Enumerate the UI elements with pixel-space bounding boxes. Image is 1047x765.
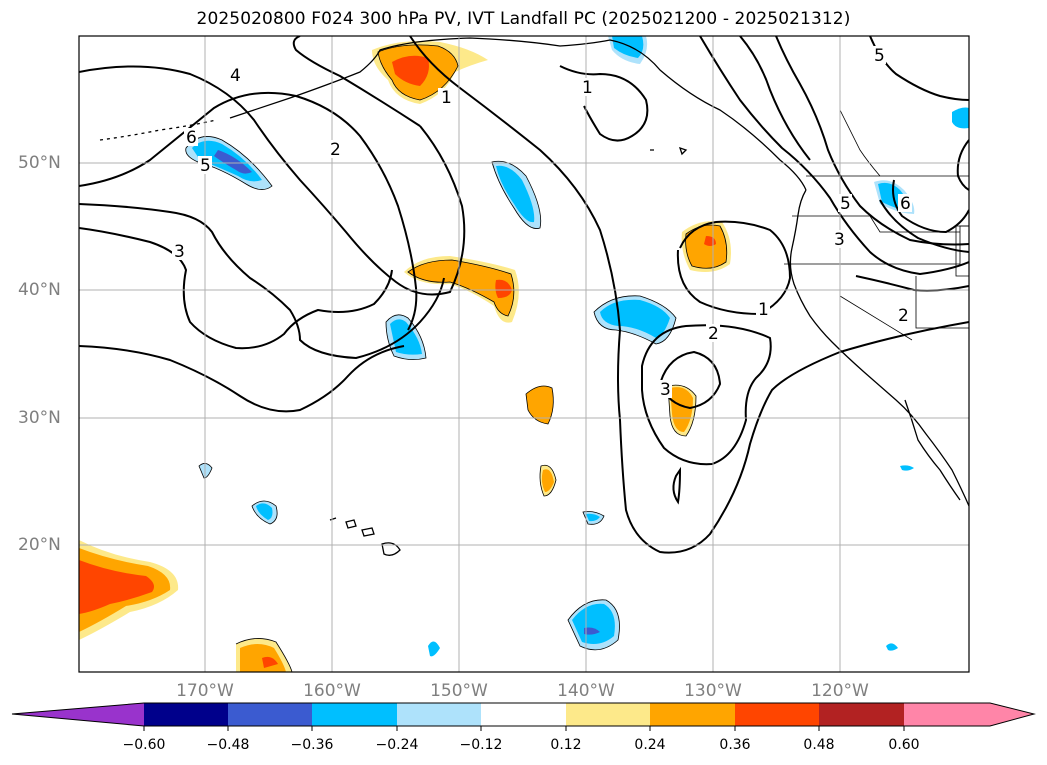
colorbar <box>11 702 1036 731</box>
contour-label: 2 <box>898 306 909 326</box>
colorbar-swatch <box>819 703 904 726</box>
colorbar-tick-label: −0.48 <box>206 737 250 753</box>
contour-label: 4 <box>230 66 241 86</box>
colorbar-tick-label: 0.60 <box>888 737 920 753</box>
colorbar-swatch <box>144 703 229 726</box>
lon-label: 170°W <box>176 681 234 701</box>
colorbar-extend-min <box>12 703 144 726</box>
colorbar-swatch <box>650 703 735 726</box>
contour-labels: 1 1 1 2 2 2 3 3 3 4 5 5 5 6 <box>172 46 912 400</box>
colorbar-tick-label: 0.24 <box>634 737 666 753</box>
colorbar-tick-label: −0.60 <box>122 737 166 753</box>
colorbar-swatch <box>228 703 313 726</box>
lon-label: 140°W <box>557 681 615 701</box>
colorbar-swatch <box>312 703 397 726</box>
contour-label: 6 <box>186 128 197 148</box>
lat-label: 30°N <box>18 408 61 428</box>
pv-contours <box>79 36 969 554</box>
contour-label: 5 <box>874 46 885 66</box>
contour-label: 3 <box>834 230 845 250</box>
contour-label: 1 <box>582 78 593 98</box>
colorbar-tick-label: −0.24 <box>375 737 419 753</box>
colorbar-tick-label: 0.12 <box>550 737 582 753</box>
contour-label: 3 <box>660 380 671 400</box>
colorbar-tick-label: 0.48 <box>803 737 835 753</box>
lon-label: 150°W <box>430 681 488 701</box>
lat-label: 20°N <box>18 535 61 555</box>
contour-label: 2 <box>330 140 341 160</box>
colorbar-extend-max <box>990 703 1034 726</box>
lon-label: 130°W <box>684 681 742 701</box>
colorbar-swatch <box>904 703 990 726</box>
contour-label: 3 <box>174 242 185 262</box>
colorbar-swatch <box>566 703 651 726</box>
contour-label: 1 <box>441 88 452 108</box>
colorbar-tick-label: −0.12 <box>459 737 503 753</box>
contour-label: 5 <box>840 194 851 214</box>
contour-label: 5 <box>200 156 211 176</box>
map-content: 1 1 1 2 2 2 3 3 3 4 5 5 5 6 <box>79 36 969 672</box>
lat-label: 40°N <box>18 280 61 300</box>
ivt-anomaly-shading <box>79 36 969 672</box>
coastlines <box>99 37 969 556</box>
contour-label: 2 <box>708 324 719 344</box>
graticule <box>79 36 969 672</box>
contour-label: 6 <box>900 194 911 214</box>
contour-label: 1 <box>758 300 769 320</box>
map-frame <box>78 35 970 673</box>
lon-label: 120°W <box>811 681 869 701</box>
lat-label: 50°N <box>18 153 61 173</box>
lon-label: 160°W <box>303 681 361 701</box>
colorbar-tick-label: 0.36 <box>719 737 751 753</box>
colorbar-tick-label: −0.36 <box>290 737 334 753</box>
colorbar-swatch <box>735 703 820 726</box>
chart-title: 2025020800 F024 300 hPa PV, IVT Landfall… <box>196 9 851 29</box>
political-borders <box>784 109 969 341</box>
colorbar-swatch <box>481 703 566 726</box>
colorbar-swatch <box>397 703 482 726</box>
